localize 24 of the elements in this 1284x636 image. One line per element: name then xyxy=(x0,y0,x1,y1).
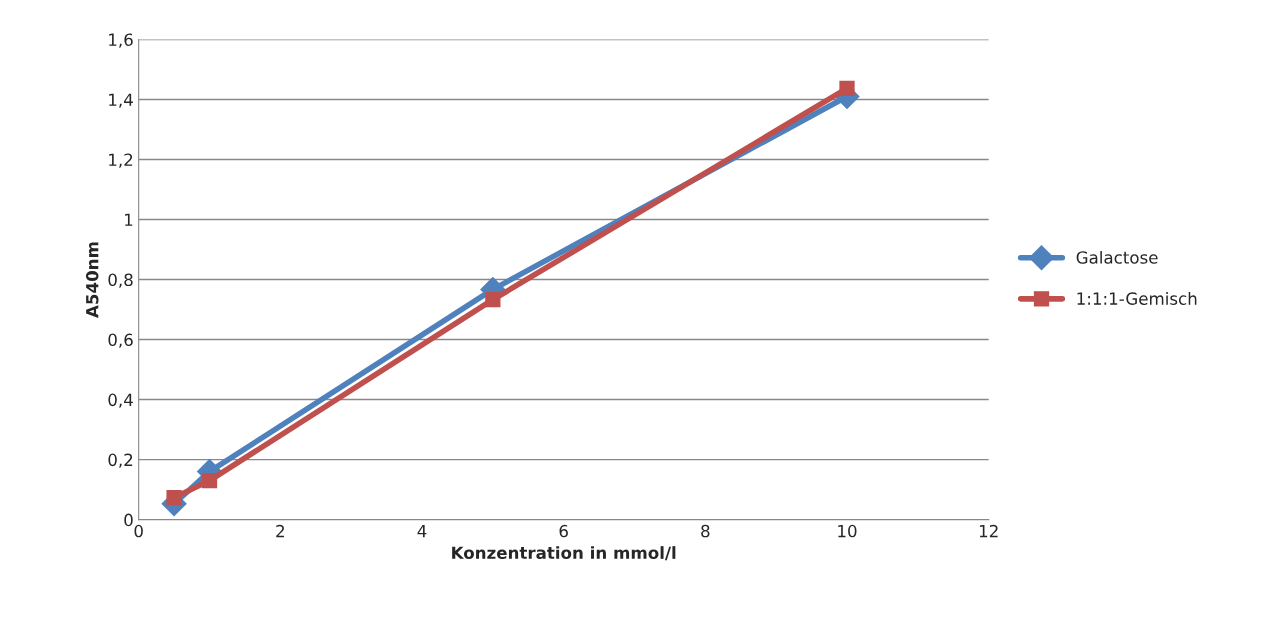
point xyxy=(485,291,501,308)
x-axis-title: Konzentration in mmol/l xyxy=(452,546,676,561)
y-tick-label: 0,6 xyxy=(108,333,133,348)
y-tick-label: 1,6 xyxy=(109,33,133,48)
y-tick-label: 1,2 xyxy=(109,153,133,168)
point xyxy=(166,490,182,506)
y-tick-label: 1 xyxy=(125,213,133,226)
y-axis-title: A540nm xyxy=(85,242,99,318)
y-tick-label: 0,2 xyxy=(108,453,133,468)
x-tick-label: 10 xyxy=(838,524,857,538)
legend-label: 1:1:1-Gemisch xyxy=(1077,292,1197,305)
x-tick-label: 8 xyxy=(701,524,710,538)
y-tick-label: 0 xyxy=(124,513,133,527)
y-tick-label: 0,8 xyxy=(108,273,133,288)
x-tick-label: 6 xyxy=(559,524,568,538)
x-tick-label: 2 xyxy=(276,524,284,538)
x-tick-label: 0 xyxy=(134,524,143,538)
legend-label: Galactose xyxy=(1076,250,1158,264)
point xyxy=(839,80,855,96)
y-tick-label: 0,4 xyxy=(108,393,133,408)
y-tick-label: 1,4 xyxy=(109,93,133,108)
x-tick-label: 12 xyxy=(979,524,998,538)
x-tick-label: 4 xyxy=(417,524,427,538)
point xyxy=(201,472,218,489)
